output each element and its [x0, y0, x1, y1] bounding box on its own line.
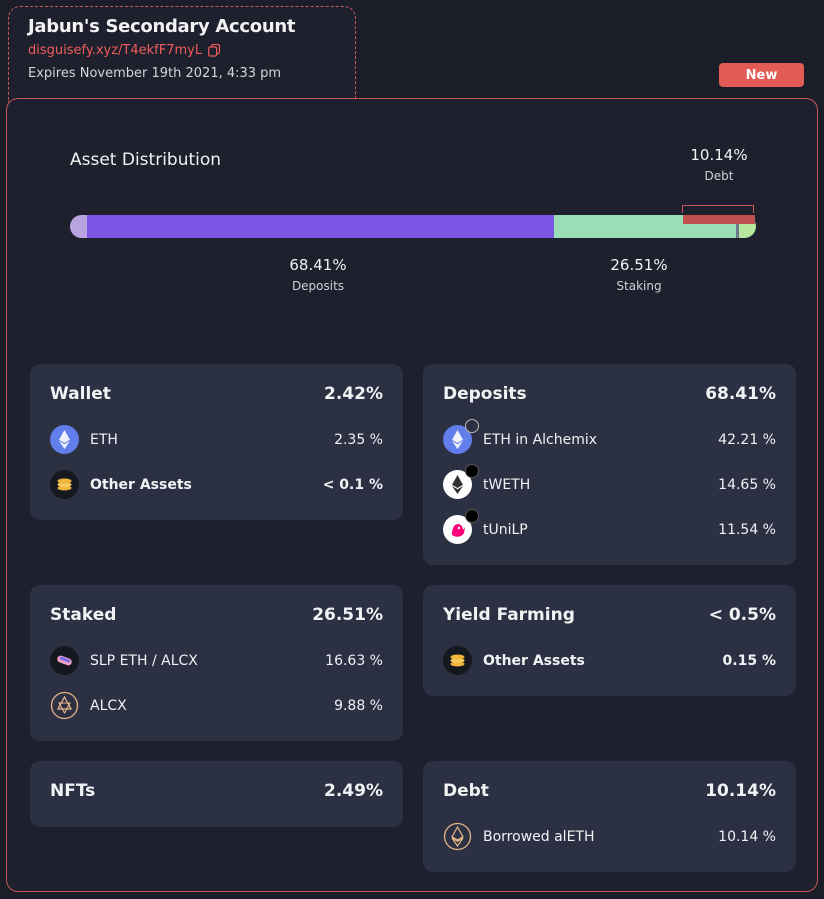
list-item[interactable]: Other Assets < 0.1 %	[50, 470, 383, 499]
nfts-card[interactable]: NFTs 2.49%	[30, 761, 403, 827]
list-item[interactable]: ETH 2.35 %	[50, 425, 383, 454]
list-item[interactable]: tWETH 14.65 %	[443, 464, 776, 499]
card-title: Yield Farming	[443, 605, 575, 625]
row-label: tUniLP	[483, 521, 528, 538]
eth-icon	[443, 419, 479, 454]
distribution-bar	[70, 215, 756, 238]
alcx-icon	[50, 691, 79, 720]
card-title: Wallet	[50, 384, 111, 404]
card-pct: < 0.5%	[708, 605, 776, 625]
row-value: < 0.1 %	[322, 476, 383, 493]
card-title: Debt	[443, 781, 489, 801]
row-label: ALCX	[90, 697, 127, 714]
row-label: SLP ETH / ALCX	[90, 652, 198, 669]
staking-label: 26.51% Staking	[599, 256, 679, 293]
badge-icon	[465, 464, 479, 478]
row-label: Other Assets	[90, 476, 192, 493]
row-value: 2.35 %	[334, 431, 383, 448]
deposits-card[interactable]: Deposits 68.41% ETH in Alchemix 42.21 % t…	[423, 364, 796, 565]
card-title: Staked	[50, 605, 117, 625]
deposits-name: Deposits	[291, 279, 345, 293]
row-value: 11.54 %	[718, 521, 776, 538]
row-value: 14.65 %	[718, 476, 776, 493]
staked-card[interactable]: Staked 26.51% SLP ETH / ALCX 16.63 % ALCX…	[30, 585, 403, 741]
list-item[interactable]: ETH in Alchemix 42.21 %	[443, 419, 776, 454]
row-label: Borrowed alETH	[483, 828, 595, 845]
debt-label: 10.14% Debt	[680, 146, 758, 183]
list-item[interactable]: Other Assets 0.15 %	[443, 646, 776, 675]
card-title: Deposits	[443, 384, 527, 404]
wallet-card[interactable]: Wallet 2.42% ETH 2.35 % Other Assets < 0.…	[30, 364, 403, 520]
row-value: 9.88 %	[334, 697, 383, 714]
account-expiry: Expires November 19th 2021, 4:33 pm	[28, 66, 282, 81]
staking-name: Staking	[616, 279, 662, 293]
row-value: 10.14 %	[718, 828, 776, 845]
weth-icon	[443, 464, 479, 499]
sushi-icon	[50, 646, 79, 675]
card-title: NFTs	[50, 781, 96, 801]
deposits-label: 68.41% Deposits	[278, 256, 358, 293]
list-item[interactable]: ALCX 9.88 %	[50, 691, 383, 720]
debt-name: Debt	[704, 169, 734, 183]
coins-icon	[443, 646, 472, 675]
debt-bracket	[682, 205, 754, 213]
row-label: tWETH	[483, 476, 531, 493]
account-title: Jabun's Secondary Account	[28, 16, 296, 37]
new-button[interactable]: New	[719, 63, 804, 87]
deposits-pct: 68.41%	[289, 256, 347, 274]
row-label: ETH	[90, 431, 118, 448]
list-item[interactable]: tUniLP 11.54 %	[443, 509, 776, 544]
debt-card[interactable]: Debt 10.14% Borrowed alETH 10.14 %	[423, 761, 796, 872]
debt-bar-segment	[683, 215, 755, 224]
account-header: Jabun's Secondary Account disguisefy.xyz…	[8, 6, 356, 102]
account-link[interactable]: disguisefy.xyz/T4ekfF7myL	[28, 43, 203, 58]
row-value: 0.15 %	[722, 652, 776, 669]
card-pct: 10.14%	[705, 781, 776, 801]
row-label: ETH in Alchemix	[483, 431, 598, 448]
row-value: 42.21 %	[718, 431, 776, 448]
yield-farming-card[interactable]: Yield Farming < 0.5% Other Assets 0.15 %	[423, 585, 796, 696]
bar-segment-wallet	[70, 215, 87, 238]
staking-pct: 26.51%	[610, 256, 668, 274]
card-pct: 26.51%	[312, 605, 383, 625]
list-item[interactable]: SLP ETH / ALCX 16.63 %	[50, 646, 383, 675]
aleth-icon	[443, 822, 472, 851]
badge-icon	[465, 509, 479, 523]
coins-icon	[50, 470, 79, 499]
row-value: 16.63 %	[325, 652, 383, 669]
alchemix-badge-icon	[465, 419, 479, 433]
copy-icon[interactable]	[208, 43, 221, 57]
card-pct: 68.41%	[705, 384, 776, 404]
card-pct: 2.49%	[324, 781, 383, 801]
card-pct: 2.42%	[324, 384, 383, 404]
list-item[interactable]: Borrowed alETH 10.14 %	[443, 822, 776, 851]
bar-segment-deposits	[86, 215, 555, 238]
row-label: Other Assets	[483, 652, 585, 669]
bar-segment-yield	[735, 215, 739, 238]
uni-icon	[443, 509, 479, 544]
asset-distribution-title: Asset Distribution	[70, 150, 222, 170]
eth-icon	[50, 425, 79, 454]
debt-pct: 10.14%	[690, 146, 748, 164]
